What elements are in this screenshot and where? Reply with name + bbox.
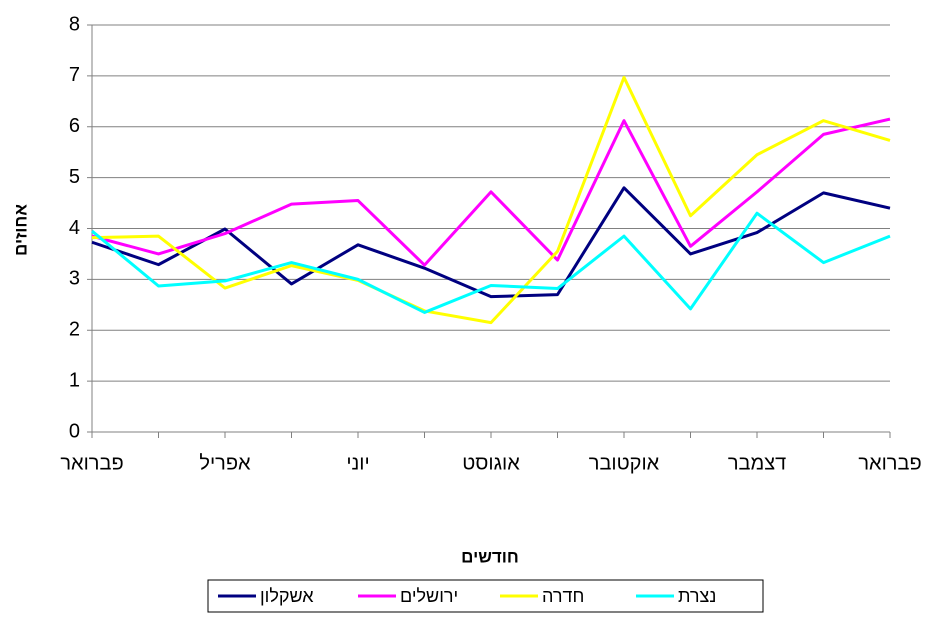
x-tick-label: פברואר: [858, 452, 921, 474]
y-axis-title: אחוזים: [11, 204, 30, 256]
y-tick-label: 4: [69, 217, 80, 239]
y-tick-label: 0: [69, 420, 80, 442]
x-tick-label: פברואר: [60, 452, 123, 474]
x-tick-label: אפריל: [199, 452, 251, 474]
x-tick-label: אוקטובר: [589, 452, 660, 474]
y-tick-label: 3: [69, 268, 80, 290]
series-line: [91, 186, 891, 299]
y-tick-label: 1: [69, 369, 80, 391]
legend-label: ירושלים: [400, 586, 458, 606]
series-line: [91, 117, 891, 267]
legend-label: נצרת: [678, 586, 716, 606]
x-tick-label: יוני: [346, 452, 369, 474]
y-tick-label: 6: [69, 115, 80, 137]
y-tick-label: 8: [69, 13, 80, 35]
series-line: [91, 75, 891, 325]
y-tick-label: 2: [69, 319, 80, 341]
legend-label: אשקלון: [260, 586, 314, 606]
legend-label: חדרה: [542, 586, 584, 606]
series-line: [91, 211, 891, 314]
x-tick-label: אוגוסט: [462, 452, 520, 474]
y-tick-label: 5: [69, 166, 80, 188]
x-axis-title: חודשים: [461, 547, 519, 566]
x-tick-label: דצמבר: [728, 452, 786, 474]
y-tick-label: 7: [69, 64, 80, 86]
